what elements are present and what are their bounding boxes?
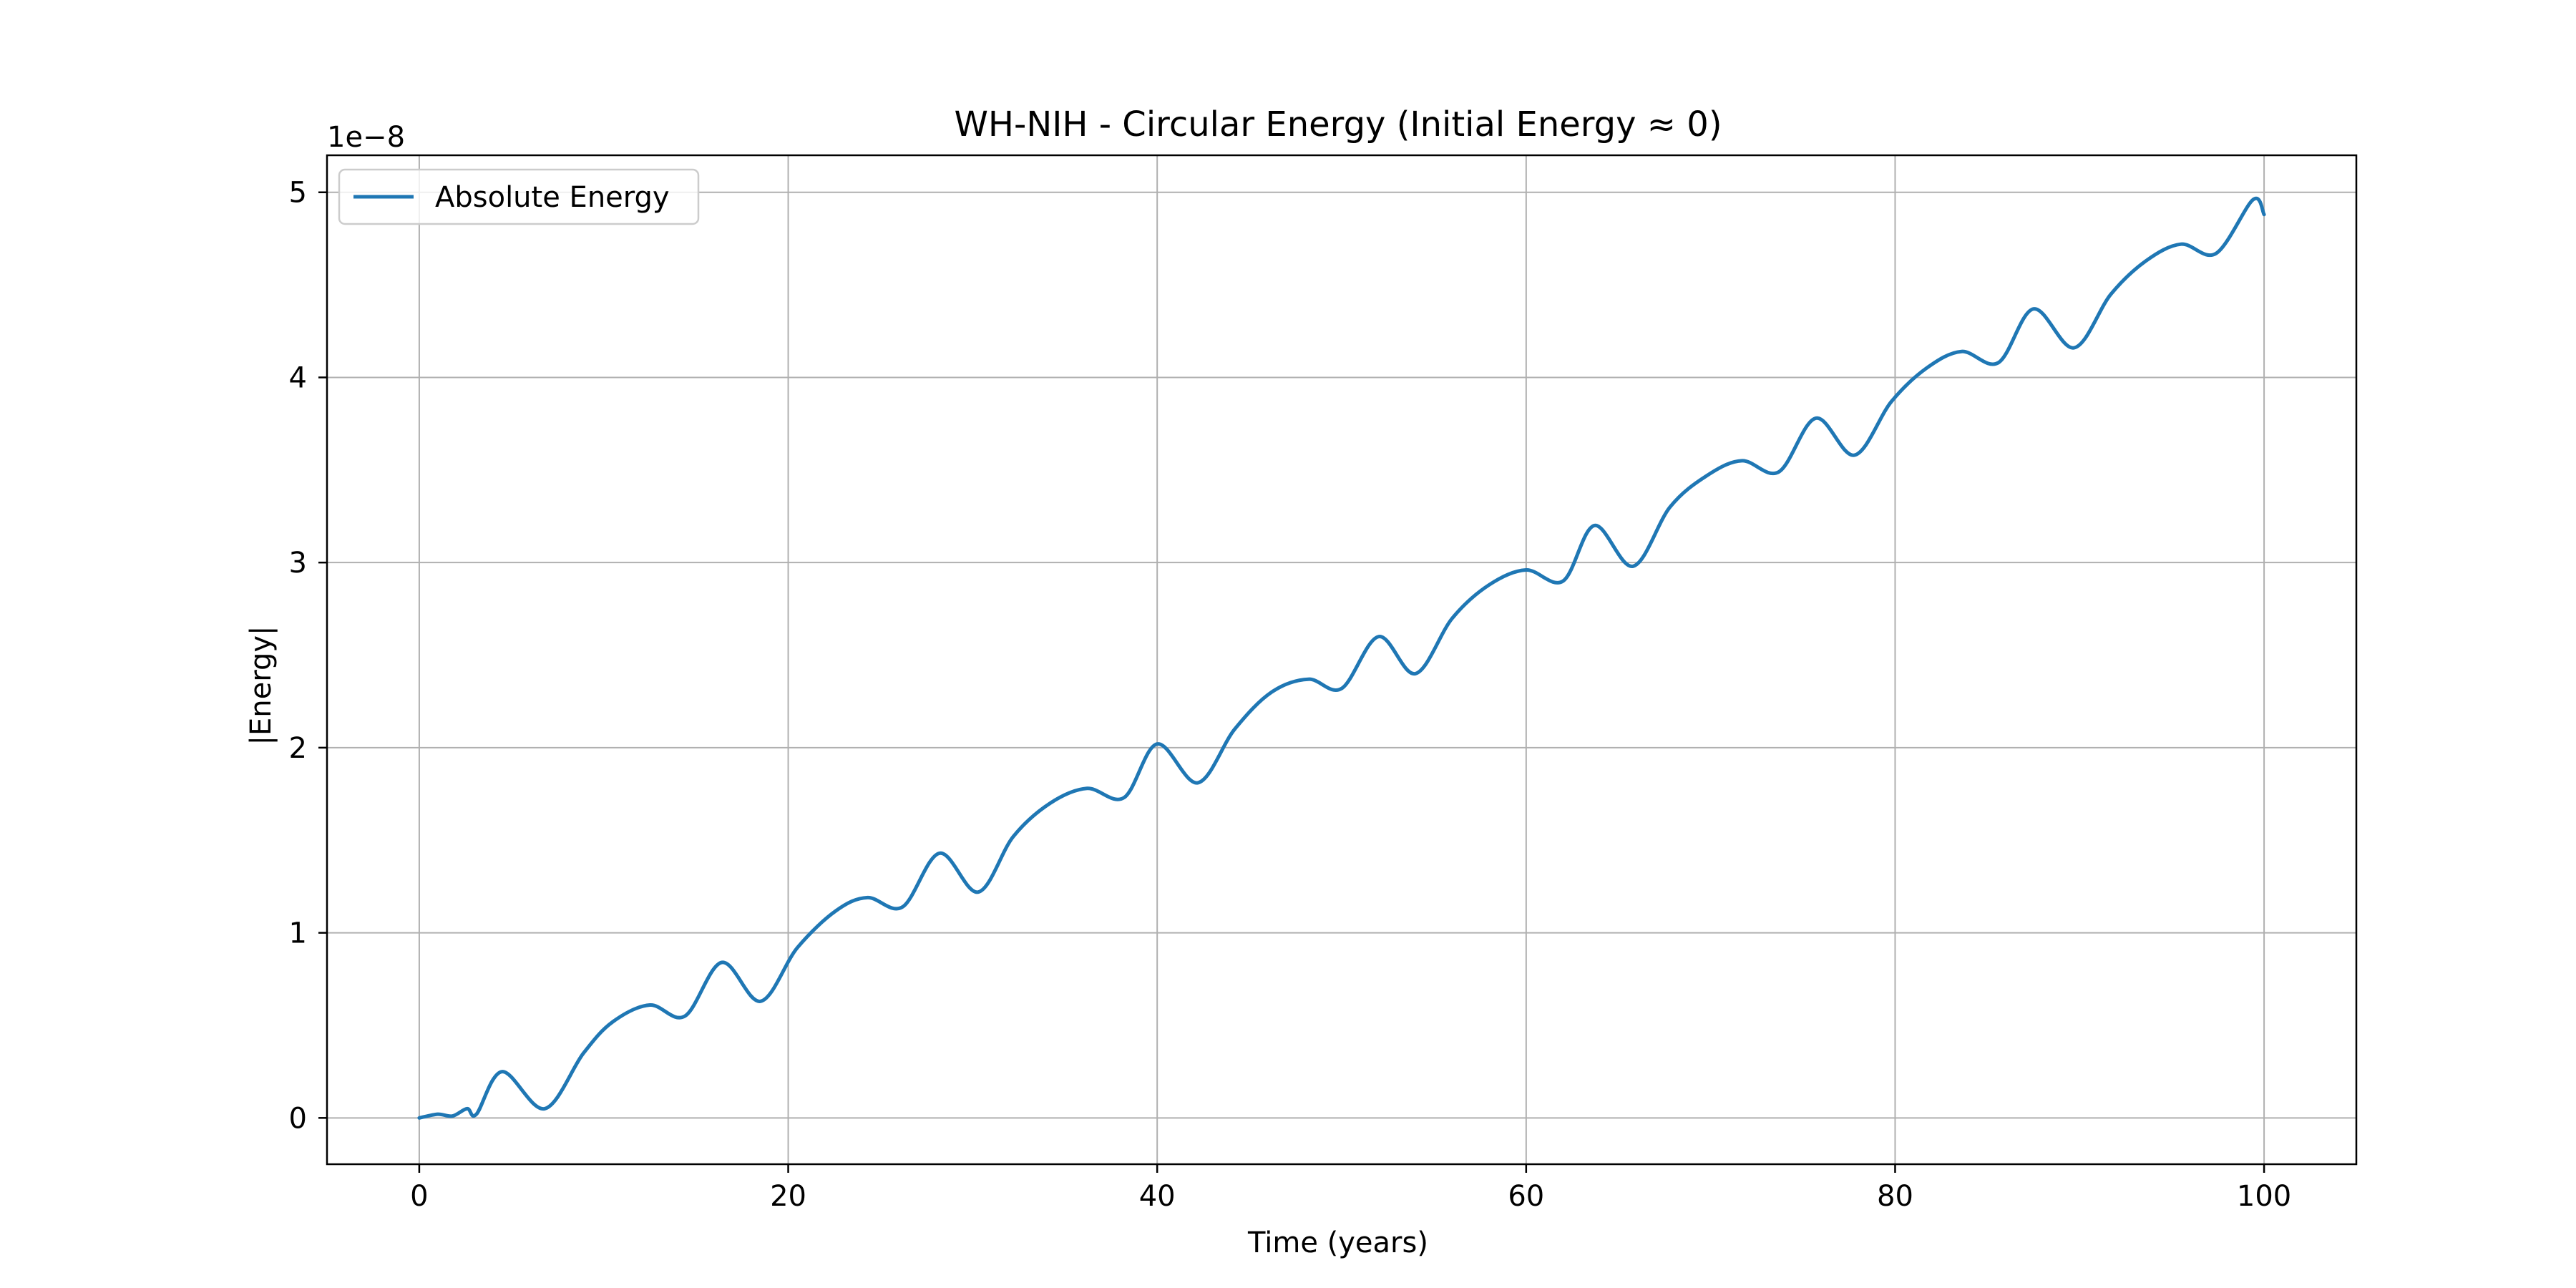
series-layer	[417, 196, 2266, 1120]
x-axis: 0 20 40 60 80 100	[410, 1164, 2291, 1213]
legend-box	[338, 168, 700, 225]
x-tick-label: 100	[2237, 1180, 2291, 1213]
x-axis-label: Time (years)	[1247, 1226, 1428, 1259]
chart-title: WH-NIH - Circular Energy (Initial Energy…	[954, 104, 1722, 145]
x-tick-label: 0	[410, 1180, 428, 1213]
legend-label-absolute-energy: Absolute Energy	[435, 181, 670, 214]
y-tick-label: 3	[289, 547, 307, 580]
x-tick-label: 80	[1877, 1180, 1913, 1213]
y-tick-label: 0	[289, 1102, 307, 1135]
y-axis: 0 1 2 3 4 5	[289, 177, 327, 1135]
y-tick-label: 1	[289, 917, 307, 950]
y-scale-offset: 1e−8	[327, 121, 405, 154]
y-tick-label: 2	[289, 732, 307, 765]
y-tick-label: 5	[289, 177, 307, 210]
plot-frame	[326, 154, 2358, 1166]
x-tick-label: 40	[1139, 1180, 1176, 1213]
y-tick-label: 4	[289, 361, 307, 394]
x-tick-label: 60	[1508, 1180, 1544, 1213]
grid	[327, 155, 2356, 1164]
x-tick-label: 20	[770, 1180, 806, 1213]
series-line-absolute-energy	[417, 196, 2266, 1120]
y-axis-label: |Energy|	[245, 626, 278, 746]
legend: Absolute Energy	[338, 168, 700, 225]
